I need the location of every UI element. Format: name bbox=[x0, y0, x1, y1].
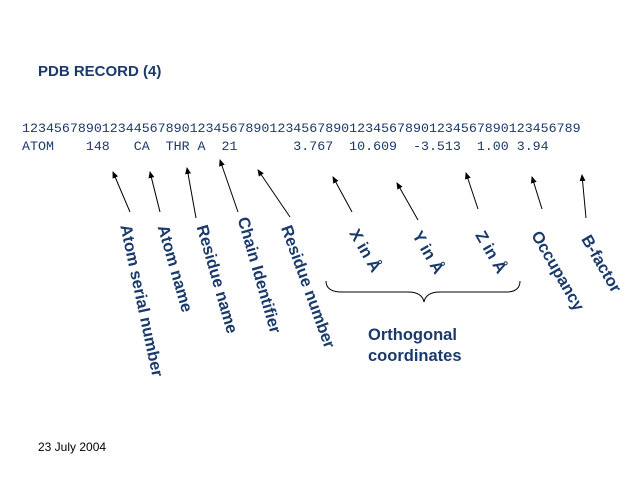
arrow-residue-name bbox=[185, 167, 197, 219]
arrow-x bbox=[332, 176, 353, 213]
arrow-occupancy bbox=[530, 176, 543, 210]
group-label-line-1: Orthogonal bbox=[368, 326, 457, 344]
arrow-chain-id bbox=[219, 159, 239, 213]
footer-date: 23 July 2004 bbox=[38, 440, 107, 454]
column-ruler: 1234567890123445678901234567890123456789… bbox=[22, 121, 581, 136]
arrow-atom-name bbox=[148, 171, 161, 213]
arrow-z bbox=[465, 172, 479, 210]
coordinates-brace bbox=[325, 280, 521, 303]
arrow-y bbox=[396, 182, 419, 221]
arrow-bfactor bbox=[579, 174, 587, 219]
atom-record-line: ATOM 148 CA THR A 21 3.767 10.609 -3.513… bbox=[22, 139, 549, 154]
arrow-residue-number bbox=[257, 169, 291, 218]
orthogonal-coordinates-label: Orthogonal coordinates bbox=[368, 325, 462, 367]
page-title: PDB RECORD (4) bbox=[38, 63, 162, 80]
arrow-atom-serial bbox=[112, 171, 131, 213]
group-label-line-2: coordinates bbox=[368, 347, 462, 365]
